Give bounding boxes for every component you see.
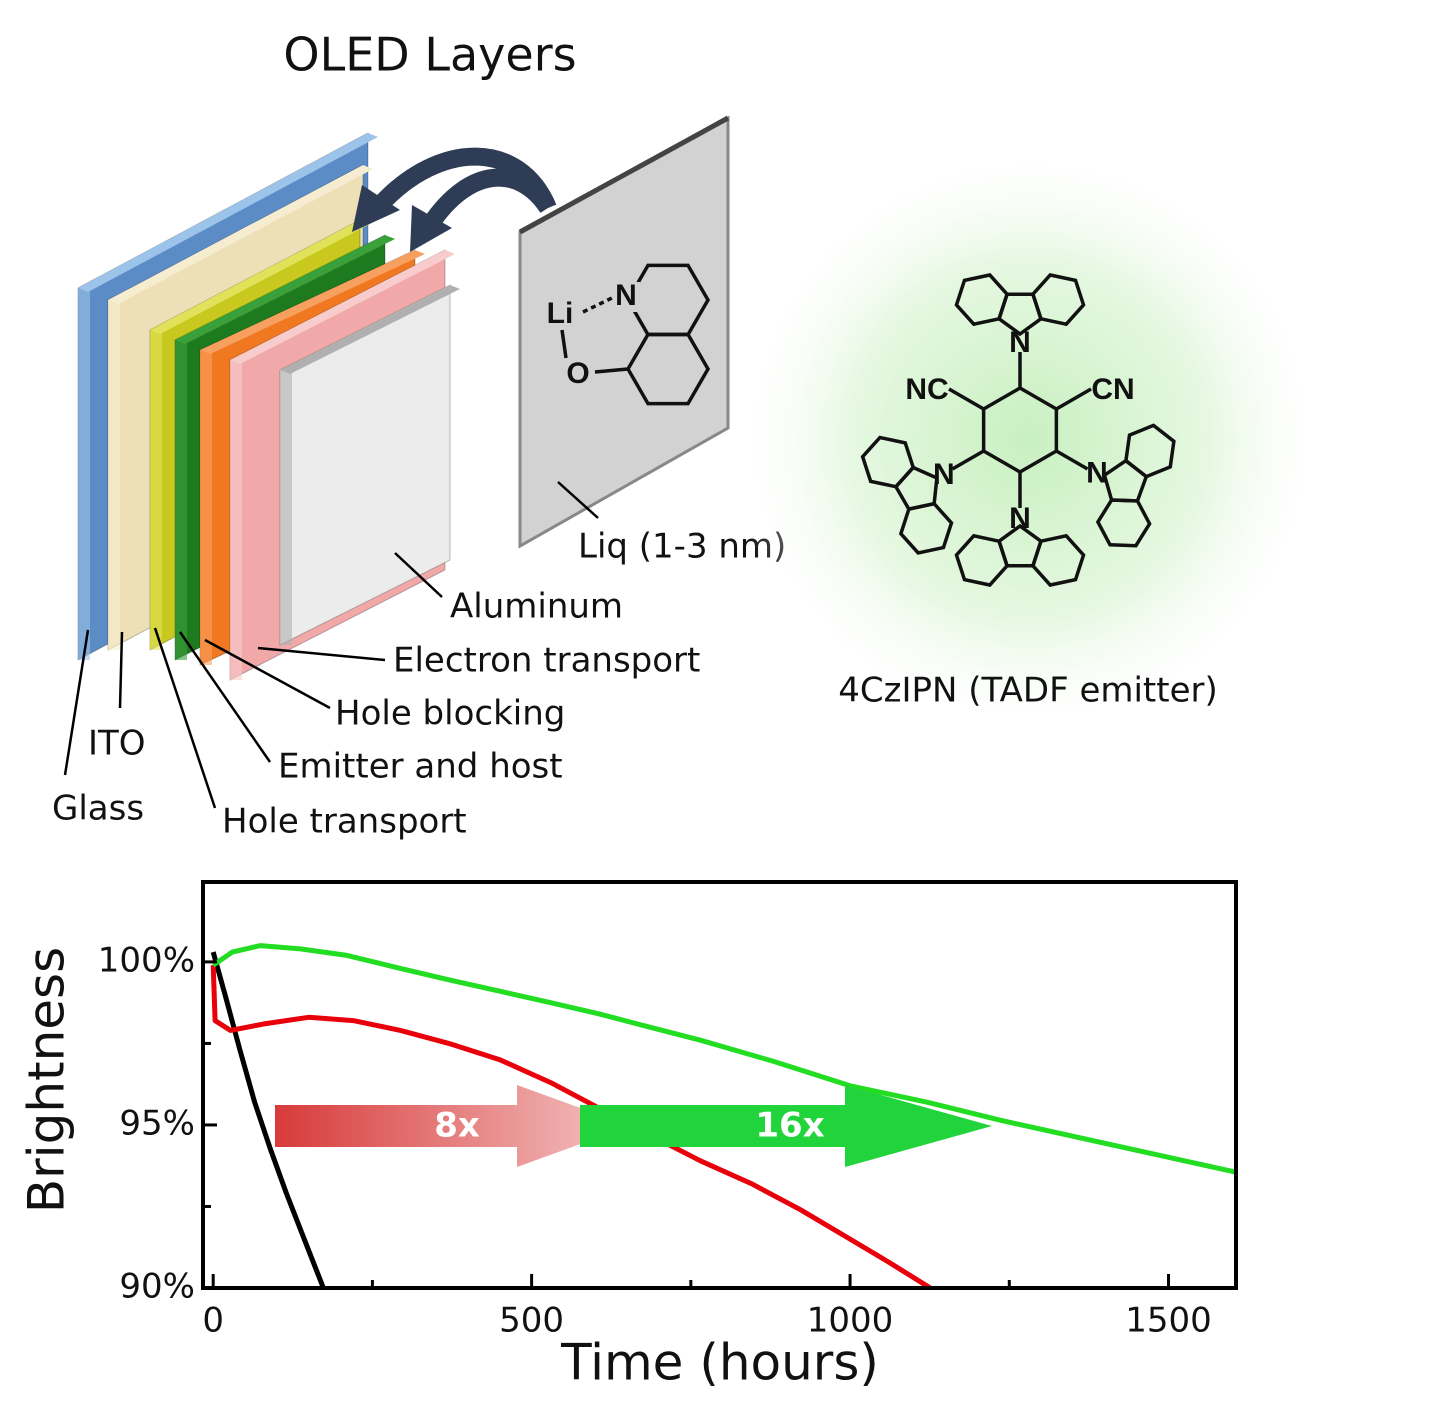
leader bbox=[153, 627, 217, 809]
x-tick-label: 1500 bbox=[1125, 1301, 1212, 1341]
bond bbox=[1055, 387, 1092, 411]
layer-side bbox=[175, 340, 187, 660]
layer-edge bbox=[78, 133, 378, 292]
atom: O bbox=[566, 357, 589, 390]
layer-edge bbox=[230, 250, 455, 364]
leader bbox=[257, 646, 386, 662]
arrow bbox=[422, 168, 556, 231]
leader bbox=[394, 552, 443, 598]
atom: CN bbox=[1091, 373, 1134, 406]
bond bbox=[1055, 449, 1089, 471]
series-line bbox=[211, 943, 1236, 1175]
layer-label: Hole transport bbox=[222, 802, 467, 842]
arrow-head bbox=[352, 185, 400, 232]
bond bbox=[560, 329, 568, 359]
layer-label: Glass bbox=[52, 789, 144, 829]
leader bbox=[178, 631, 272, 763]
bond bbox=[951, 449, 985, 471]
ring bbox=[997, 292, 1043, 337]
leader bbox=[118, 631, 124, 709]
y-axis-label: Brightness bbox=[18, 947, 76, 1213]
leader bbox=[63, 629, 90, 776]
ring bbox=[1095, 498, 1152, 548]
atom: Li bbox=[547, 297, 574, 330]
atom: N bbox=[1009, 502, 1031, 535]
layer-label: Electron transport bbox=[393, 641, 700, 681]
molecule-bonds: N NC CN N N N bbox=[860, 273, 1176, 587]
atom: N bbox=[1086, 456, 1108, 489]
y-tick-label: 95% bbox=[119, 1103, 195, 1143]
layer-stack bbox=[77, 132, 460, 681]
ring bbox=[954, 273, 1010, 327]
molecule-label: 4CzIPN (TADF emitter) bbox=[838, 671, 1218, 711]
ring bbox=[997, 523, 1043, 568]
x-tick-label: 1000 bbox=[807, 1301, 894, 1341]
ring bbox=[1102, 458, 1149, 503]
annotation: 16x bbox=[755, 1106, 824, 1146]
leader bbox=[557, 481, 599, 519]
layer-label: Hole blocking bbox=[335, 694, 565, 734]
arrow bbox=[275, 1085, 630, 1167]
liq-edge bbox=[518, 115, 730, 235]
y-tick-label: 90% bbox=[119, 1267, 195, 1307]
layer-edge bbox=[108, 165, 373, 304]
x-axis-label: Time (hours) bbox=[560, 1334, 879, 1392]
y-tick-label: 100% bbox=[98, 940, 195, 980]
plot-area bbox=[210, 943, 1236, 1288]
bond bbox=[948, 387, 985, 411]
ring bbox=[1124, 423, 1176, 479]
axes: 0 500 1000 1500 90% 95% 100% bbox=[98, 940, 1212, 1340]
leader bbox=[204, 638, 331, 710]
plot-frame bbox=[201, 880, 1238, 1290]
layer-side bbox=[108, 300, 120, 650]
liq-molecule: Li N O bbox=[547, 263, 711, 406]
glow bbox=[730, 140, 1330, 740]
bond bbox=[594, 367, 629, 374]
layer-label: Aluminum bbox=[450, 587, 623, 627]
atom: N bbox=[615, 279, 637, 312]
ring bbox=[1030, 273, 1086, 327]
x-tick-label: 500 bbox=[499, 1301, 564, 1341]
diagram-title: OLED Layers bbox=[283, 28, 576, 82]
liq-panel bbox=[518, 115, 730, 549]
layer-side bbox=[280, 370, 292, 645]
series-line bbox=[210, 965, 932, 1288]
arrow-head bbox=[410, 205, 452, 252]
arrow bbox=[580, 1085, 992, 1167]
x-tick-label: 0 bbox=[202, 1301, 224, 1341]
atom: N bbox=[1009, 326, 1031, 359]
layer-side bbox=[150, 330, 162, 650]
layer-side bbox=[200, 350, 212, 665]
atom: N bbox=[933, 458, 955, 491]
layer-edge bbox=[150, 220, 370, 334]
layer-side bbox=[230, 360, 242, 680]
atom: NC bbox=[905, 373, 948, 406]
chart: 8x 16x 0 500 1000 1500 90% 95% 100% Time (hour… bbox=[18, 880, 1238, 1392]
ring bbox=[893, 465, 939, 512]
atom-bg bbox=[612, 282, 640, 312]
layer-edge bbox=[280, 285, 460, 374]
layer-side bbox=[78, 288, 90, 660]
ring bbox=[954, 533, 1010, 587]
ring bbox=[860, 435, 916, 489]
layer-edge bbox=[200, 250, 425, 354]
layer-label: ITO bbox=[88, 724, 146, 764]
ring bbox=[898, 501, 954, 555]
layer-edge bbox=[175, 235, 395, 344]
molecule: N NC CN N N N 4CzIPN (TADF emitter) bbox=[730, 140, 1330, 740]
layer-label: Emitter and host bbox=[278, 747, 563, 787]
annotation: 8x bbox=[434, 1106, 480, 1146]
ring bbox=[1030, 533, 1086, 587]
series-line bbox=[210, 951, 326, 1288]
